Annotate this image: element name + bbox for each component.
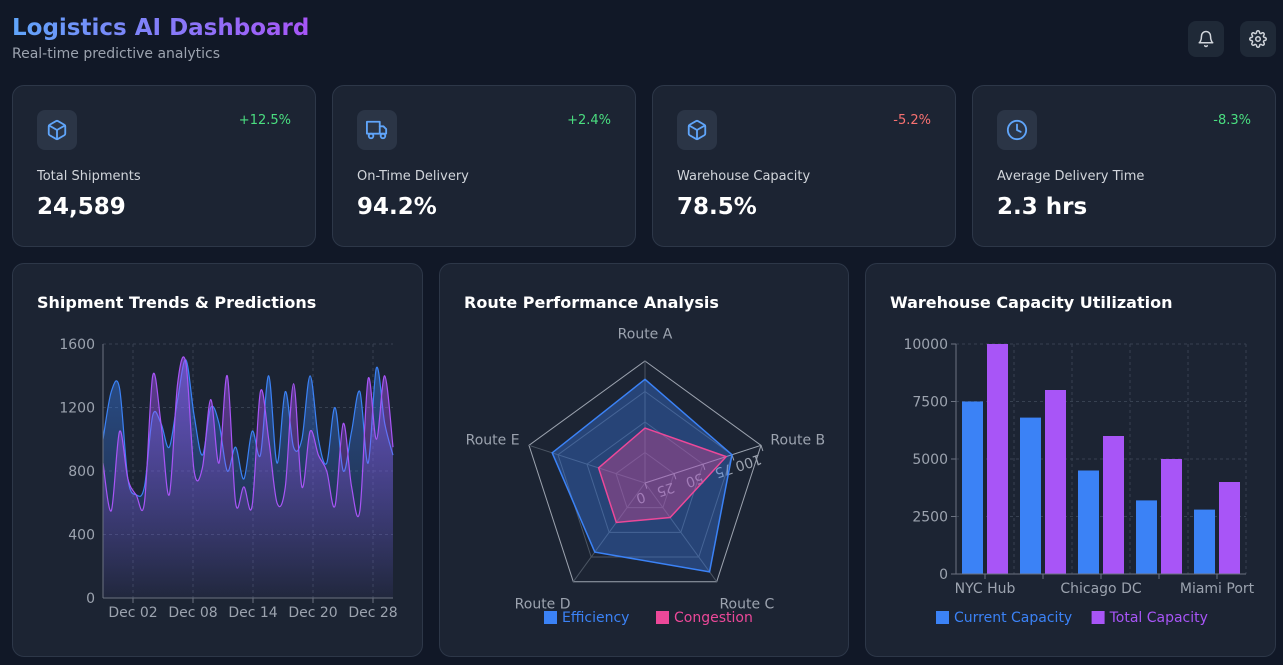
- clock-icon: [1006, 119, 1028, 141]
- shipment-trends-panel: Shipment Trends & Predictions 0 400 800 120…: [12, 263, 423, 657]
- x-tick-label: Dec 08: [168, 605, 217, 621]
- notifications-button[interactable]: [1188, 21, 1224, 57]
- stat-change: +12.5%: [238, 113, 291, 128]
- stat-value: 78.5%: [677, 194, 757, 220]
- warehouse-capacity-chart: 0 2500 5000 7500 10000 NYC Hub Chicago DC Miami…: [903, 337, 1255, 626]
- y-tick-label: 1600: [59, 337, 95, 353]
- panel-title: Shipment Trends & Predictions: [37, 293, 317, 312]
- route-performance-panel: Route Performance Analysis Route A Route …: [439, 263, 849, 657]
- stat-change: +2.4%: [567, 113, 611, 128]
- panel-title: Warehouse Capacity Utilization: [890, 293, 1173, 312]
- y-tick-label: 800: [68, 464, 95, 480]
- radar-scale-tick: [673, 473, 677, 480]
- bar-current-capacity: [1136, 500, 1157, 574]
- radar-grid-ring: [528, 360, 762, 583]
- stat-card-total-shipments: +12.5% Total Shipments 24,589: [12, 85, 316, 247]
- radar-axis-label: Route D: [515, 597, 571, 613]
- page-subtitle: Real-time predictive analytics: [12, 46, 221, 62]
- radar-grid-ring: [586, 421, 704, 533]
- warehouse-capacity-panel: Warehouse Capacity Utilization 0 2500 5000…: [865, 263, 1276, 657]
- stat-value: 94.2%: [357, 194, 437, 220]
- radar-axis-label: Route E: [466, 433, 520, 449]
- x-tick-label: Dec 28: [348, 605, 397, 621]
- legend-swatch: [544, 611, 557, 624]
- radar-spoke: [528, 444, 646, 484]
- panel-title: Route Performance Analysis: [464, 293, 719, 312]
- legend-label: Current Capacity: [954, 610, 1072, 626]
- stat-value: 2.3 hrs: [997, 194, 1088, 220]
- shipment-trends-chart: 0 400 800 1200 1600 Dec 02 Dec 08 Dec 14 Dec 20 D…: [59, 337, 397, 621]
- bar-total-capacity: [1103, 436, 1124, 574]
- bar-total-capacity: [987, 344, 1008, 574]
- radar-tick-label: 25: [654, 479, 676, 500]
- stat-label: Total Shipments: [37, 169, 141, 184]
- legend-swatch: [936, 611, 949, 624]
- radar-grid-ring: [557, 390, 733, 558]
- header: Logistics AI Dashboard Real-time predict…: [12, 14, 309, 62]
- legend-label: Efficiency: [562, 610, 629, 626]
- y-tick-label: 1200: [59, 401, 95, 417]
- y-tick-label: 7500: [912, 395, 948, 411]
- stat-label: Warehouse Capacity: [677, 169, 811, 184]
- radar-grid-ring: [615, 451, 675, 509]
- legend-swatch: [1091, 611, 1105, 624]
- x-tick-label: NYC Hub: [955, 581, 1016, 597]
- y-tick-label: 0: [86, 591, 95, 607]
- settings-button[interactable]: [1240, 21, 1276, 57]
- x-tick-label: Miami Port: [1180, 581, 1255, 597]
- radar-tick-label: 100: [733, 450, 763, 473]
- bar-current-capacity: [1020, 417, 1041, 574]
- bar-current-capacity: [1078, 470, 1099, 574]
- radar-axis-label: Route C: [719, 597, 774, 613]
- package-icon: [47, 119, 67, 141]
- y-tick-label: 2500: [912, 510, 948, 526]
- radar-scale-tick: [702, 463, 706, 471]
- x-tick-label: Dec 14: [228, 605, 277, 621]
- page-title: Logistics AI Dashboard: [12, 15, 310, 41]
- x-tick-label: Chicago DC: [1060, 581, 1141, 597]
- stat-label: Average Delivery Time: [997, 169, 1145, 184]
- y-tick-label: 0: [939, 567, 948, 583]
- radar-scale-axis: [644, 444, 762, 484]
- bar-current-capacity: [1194, 509, 1215, 574]
- stat-icon-box: [997, 110, 1037, 150]
- radar-series-congestion: [597, 427, 728, 524]
- x-tick-label: Dec 20: [288, 605, 337, 621]
- bell-icon: [1198, 30, 1214, 48]
- stat-card-on-time-delivery: +2.4% On-Time Delivery 94.2%: [332, 85, 636, 247]
- stat-label: On-Time Delivery: [357, 169, 469, 184]
- radar-series-efficiency: [551, 378, 733, 573]
- radar-scale-tick: [644, 482, 648, 489]
- package-icon: [687, 119, 707, 141]
- legend-swatch: [656, 611, 669, 624]
- radar-spoke: [572, 482, 646, 582]
- stat-card-average-delivery-time: -8.3% Average Delivery Time 2.3 hrs: [972, 85, 1276, 247]
- stat-icon-box: [357, 110, 397, 150]
- route-performance-chart: Route A Route B Route C Route D Route E 0 25 50…: [466, 327, 826, 626]
- stat-value: 24,589: [37, 194, 126, 220]
- stat-icon-box: [677, 110, 717, 150]
- bar-total-capacity: [1161, 459, 1182, 574]
- stat-change: -8.3%: [1213, 113, 1251, 128]
- radar-spoke: [644, 482, 718, 582]
- y-tick-label: 10000: [903, 337, 948, 353]
- bar-total-capacity: [1045, 390, 1066, 574]
- truck-icon: [366, 120, 388, 140]
- bar-total-capacity: [1219, 482, 1240, 574]
- legend-label: Total Capacity: [1109, 610, 1208, 626]
- radar-scale-tick: [760, 445, 764, 452]
- stat-icon-box: [37, 110, 77, 150]
- stat-card-warehouse-capacity: -5.2% Warehouse Capacity 78.5%: [652, 85, 956, 247]
- gear-icon: [1249, 30, 1267, 48]
- series-line: [102, 356, 394, 518]
- x-tick-label: Dec 02: [108, 605, 157, 621]
- radar-axis-label: Route B: [770, 433, 825, 449]
- stat-change: -5.2%: [893, 113, 931, 128]
- radar-axis-label: Route A: [618, 327, 673, 343]
- legend-label: Congestion: [674, 610, 753, 626]
- bar-current-capacity: [962, 401, 983, 574]
- y-tick-label: 400: [68, 528, 95, 544]
- y-tick-label: 5000: [912, 452, 948, 468]
